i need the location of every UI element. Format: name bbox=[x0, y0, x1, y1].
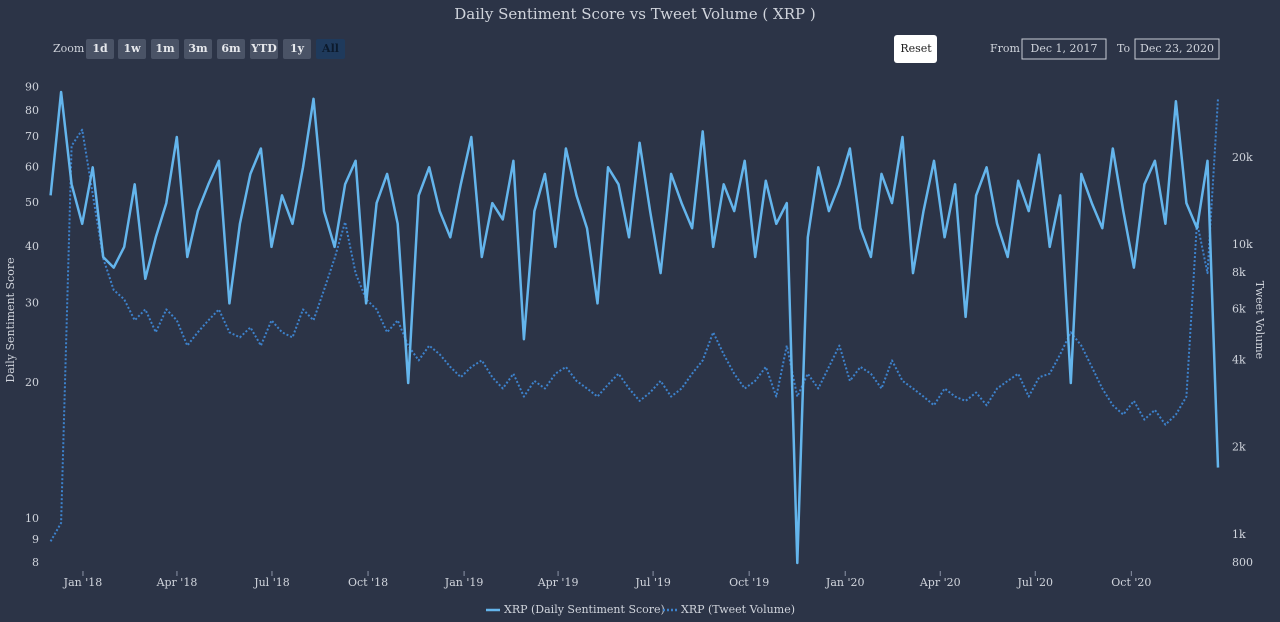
series-line bbox=[49, 90, 1220, 565]
y2-tick-label: 2k bbox=[1232, 441, 1246, 454]
x-tick-label: Apr '19 bbox=[537, 576, 579, 589]
y-tick-label: 30 bbox=[25, 296, 39, 309]
button-bg[interactable] bbox=[217, 39, 245, 59]
x-tick-label: Oct '19 bbox=[729, 576, 769, 589]
x-tick-label: Apr '18 bbox=[156, 576, 198, 589]
zoom-button[interactable]: 6m bbox=[217, 39, 245, 59]
series-line bbox=[49, 98, 1219, 542]
button-label[interactable]: 1d bbox=[92, 42, 108, 55]
zoom-button[interactable]: 1d bbox=[86, 39, 114, 59]
y-tick-label: 9 bbox=[32, 533, 39, 546]
y-tick-label: 80 bbox=[25, 104, 39, 117]
button-label[interactable]: 1m bbox=[155, 42, 175, 55]
zoom-button[interactable]: 3m bbox=[184, 39, 212, 59]
y-tick-label: 8 bbox=[32, 556, 39, 569]
x-tick-label: Oct '18 bbox=[348, 576, 388, 589]
y2-axis-title: Tweet Volume bbox=[1253, 281, 1266, 359]
button-bg[interactable] bbox=[184, 39, 212, 59]
legend-label[interactable]: XRP (Daily Sentiment Score) bbox=[504, 603, 665, 616]
x-tick-label: Jul '19 bbox=[634, 576, 671, 589]
button-label[interactable]: All bbox=[321, 42, 339, 55]
x-tick-label: Oct '20 bbox=[1111, 576, 1151, 589]
x-tick-label: Jul '20 bbox=[1017, 576, 1054, 589]
from-value[interactable]: Dec 1, 2017 bbox=[1031, 42, 1098, 55]
y-tick-label: 60 bbox=[25, 160, 39, 173]
y-tick-label: 40 bbox=[25, 240, 39, 253]
button-bg[interactable] bbox=[250, 39, 278, 59]
from-label: From bbox=[990, 42, 1021, 55]
x-tick-label: Jan '19 bbox=[444, 576, 484, 589]
zoom-button[interactable]: YTD bbox=[250, 39, 278, 59]
y-tick-label: 50 bbox=[25, 196, 39, 209]
y2-tick-label: 4k bbox=[1232, 353, 1246, 366]
x-tick-label: Jan '18 bbox=[63, 576, 103, 589]
zoom-button[interactable]: 1m bbox=[151, 39, 179, 59]
y-tick-label: 70 bbox=[25, 130, 39, 143]
legend-label[interactable]: XRP (Tweet Volume) bbox=[681, 603, 795, 616]
to-label: To bbox=[1117, 42, 1130, 55]
zoom-button[interactable]: All bbox=[316, 39, 345, 59]
x-tick-label: Jan '20 bbox=[825, 576, 865, 589]
y2-tick-label: 1k bbox=[1232, 528, 1246, 541]
button-bg[interactable] bbox=[118, 39, 146, 59]
reset-button[interactable] bbox=[894, 35, 937, 63]
y-tick-label: 20 bbox=[25, 376, 39, 389]
zoom-label: Zoom bbox=[53, 42, 85, 55]
y2-tick-label: 6k bbox=[1232, 302, 1246, 315]
button-bg[interactable] bbox=[316, 39, 345, 59]
y2-tick-label: 10k bbox=[1232, 238, 1253, 251]
y-tick-label: 10 bbox=[25, 512, 39, 525]
button-label[interactable]: 1y bbox=[290, 42, 305, 55]
button-bg[interactable] bbox=[86, 39, 114, 59]
reset-label[interactable]: Reset bbox=[900, 42, 932, 55]
y-tick-label: 90 bbox=[25, 81, 39, 94]
y2-tick-label: 800 bbox=[1232, 556, 1253, 569]
button-bg[interactable] bbox=[283, 39, 311, 59]
y2-tick-label: 8k bbox=[1232, 266, 1246, 279]
button-label[interactable]: YTD bbox=[250, 42, 277, 55]
button-label[interactable]: 6m bbox=[221, 42, 241, 55]
to-input[interactable] bbox=[1134, 38, 1220, 60]
zoom-button[interactable]: 1w bbox=[118, 39, 146, 59]
y2-tick-label: 20k bbox=[1232, 151, 1253, 164]
y-axis-title: Daily Sentiment Score bbox=[4, 257, 17, 382]
button-label[interactable]: 1w bbox=[123, 42, 141, 55]
x-tick-label: Jul '18 bbox=[253, 576, 290, 589]
to-value[interactable]: Dec 23, 2020 bbox=[1140, 42, 1214, 55]
chart-title: Daily Sentiment Score vs Tweet Volume ( … bbox=[454, 5, 815, 23]
zoom-button[interactable]: 1y bbox=[283, 39, 311, 59]
button-label[interactable]: 3m bbox=[188, 42, 208, 55]
button-bg[interactable] bbox=[151, 39, 179, 59]
x-tick-label: Apr '20 bbox=[919, 576, 961, 589]
from-input[interactable] bbox=[1021, 38, 1107, 60]
